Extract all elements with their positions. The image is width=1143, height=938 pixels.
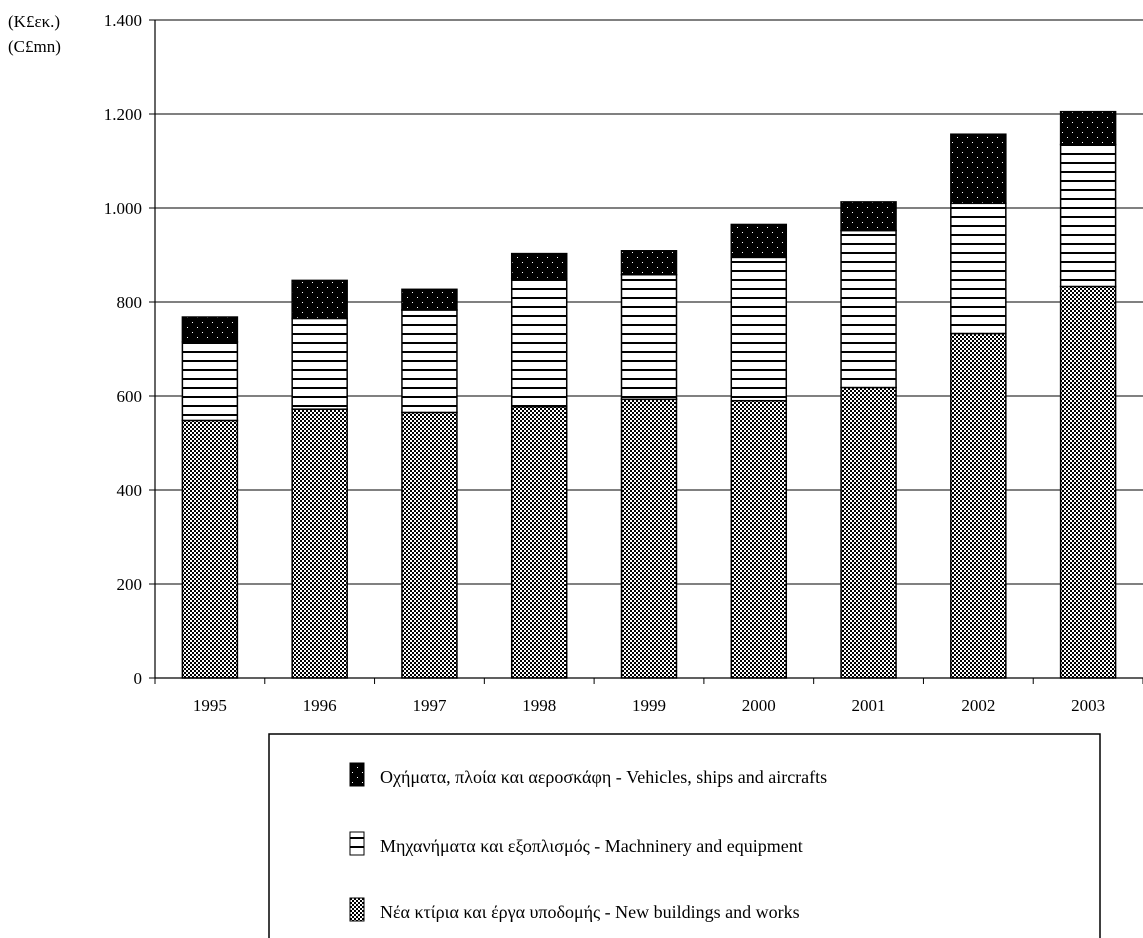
legend-label-machinery: Μηχανήματα και εξοπλισμός - Machninery a… <box>380 836 803 856</box>
y-tick-label: 200 <box>117 575 143 594</box>
y-tick-label: 1.000 <box>104 199 142 218</box>
bar-segment-buildings <box>1059 285 1117 679</box>
y-tick-label: 0 <box>134 669 143 688</box>
y-unit-label-english: (C£mn) <box>8 37 61 56</box>
bar-segment-vehicles <box>730 223 788 259</box>
bar-segment-machinery <box>401 309 458 414</box>
y-tick-label: 600 <box>117 387 143 406</box>
legend-swatch-vehicles <box>349 762 365 787</box>
bar-segment-buildings <box>840 386 897 679</box>
x-tick-label: 1997 <box>412 696 447 715</box>
bar-segment-buildings <box>510 406 568 679</box>
bar-segment-buildings <box>730 399 788 679</box>
legend-swatch-machinery <box>349 831 365 856</box>
bar-segment-machinery <box>510 277 568 408</box>
bar-segment-machinery <box>950 202 1007 335</box>
bar-segment-machinery <box>181 341 239 422</box>
x-tick-label: 1996 <box>303 696 337 715</box>
y-tick-label: 1.400 <box>104 11 142 30</box>
legend-box <box>268 733 1101 938</box>
y-tick-label: 800 <box>117 293 143 312</box>
bar-segment-vehicles <box>510 252 568 280</box>
bar-segment-machinery <box>291 317 348 410</box>
bar-segment-vehicles <box>840 201 897 232</box>
bar-segment-vehicles <box>620 250 678 276</box>
bars <box>181 110 1117 679</box>
bar-segment-buildings <box>291 408 348 679</box>
x-tick-label: 2002 <box>961 696 995 715</box>
bar-segment-machinery <box>730 256 788 402</box>
x-tick-label: 1999 <box>632 696 666 715</box>
legend-swatch-buildings <box>349 897 365 922</box>
y-tick-label: 400 <box>117 481 143 500</box>
x-tick-label: 2000 <box>742 696 776 715</box>
bar-segment-buildings <box>950 332 1007 679</box>
x-tick-label: 2003 <box>1071 696 1105 715</box>
y-unit-label-greek: (K£εκ.) <box>8 12 60 31</box>
legend-label-buildings: Νέα κτίρια και έργα υποδομής - New build… <box>380 902 800 922</box>
bar-segment-machinery <box>620 273 678 401</box>
bar-segment-vehicles <box>1059 110 1117 146</box>
legend: Οχήματα, πλοία και αεροσκάφη - Vehicles,… <box>268 733 1101 938</box>
bar-segment-vehicles <box>181 316 239 343</box>
bar-segment-buildings <box>181 419 239 679</box>
bar-segment-vehicles <box>401 288 458 311</box>
x-tick-label: 1995 <box>193 696 227 715</box>
axes: 0 200 400 600 800 1.000 1.200 1.400 1995 1996 1997… <box>104 11 1143 715</box>
y-tick-label: 1.200 <box>104 105 142 124</box>
bar-segment-buildings <box>620 398 678 679</box>
bar-segment-machinery <box>840 229 897 389</box>
x-tick-label: 1998 <box>522 696 556 715</box>
bar-segment-vehicles <box>291 279 348 320</box>
x-tick-label: 2001 <box>852 696 886 715</box>
bar-segment-machinery <box>1059 143 1117 288</box>
legend-label-vehicles: Οχήματα, πλοία και αεροσκάφη - Vehicles,… <box>380 767 827 787</box>
bar-segment-vehicles <box>950 133 1007 205</box>
bar-segment-buildings <box>401 411 458 679</box>
